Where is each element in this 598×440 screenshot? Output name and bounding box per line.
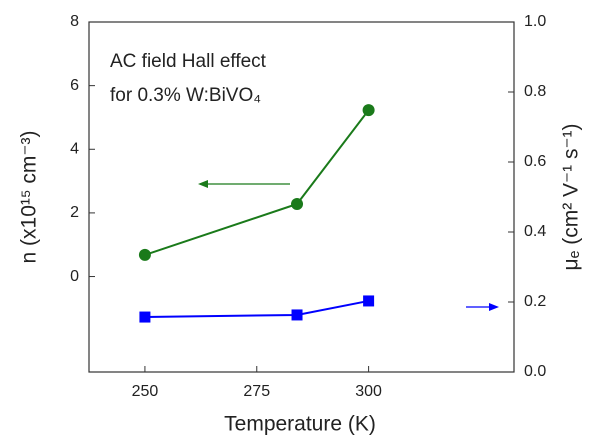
x-tick-label: 275 (243, 383, 270, 400)
x-axis-label: Temperature (K) (224, 413, 376, 436)
y-tick-label: 2 (70, 204, 79, 221)
x-tick-label: 300 (355, 383, 382, 400)
y2-tick-label: 0.8 (524, 83, 546, 100)
x-tick-label: 250 (132, 383, 159, 400)
plot-frame (88, 21, 515, 373)
marker (291, 309, 303, 321)
y2-tick-label: 0.2 (524, 293, 546, 310)
marker (362, 104, 375, 117)
arrow (198, 180, 290, 188)
annotation: for 0.3% W:BiVO₄ (110, 85, 261, 106)
y-tick-label: 0 (70, 268, 79, 285)
series-line (144, 109, 370, 256)
y-tick-label: 8 (70, 13, 79, 30)
series-line (144, 299, 369, 319)
annotation: AC field Hall effect (110, 51, 267, 72)
marker (363, 295, 375, 307)
y-tick-label: 6 (70, 77, 79, 94)
y-axis-label: n (x10¹⁵ cm⁻³) (18, 131, 41, 264)
arrow (466, 303, 499, 311)
marker (138, 248, 151, 261)
y2-tick-label: 0.6 (524, 153, 546, 170)
marker (291, 198, 304, 210)
y-tick-label: 4 (70, 140, 79, 157)
y2-tick-label: 0.4 (524, 223, 546, 240)
y2-axis-label: μₑ (cm² V⁻¹ s⁻¹) (560, 123, 583, 270)
y2-tick-label: 1.0 (524, 13, 546, 30)
marker (139, 311, 151, 323)
y2-tick-label: 0.0 (524, 363, 546, 380)
